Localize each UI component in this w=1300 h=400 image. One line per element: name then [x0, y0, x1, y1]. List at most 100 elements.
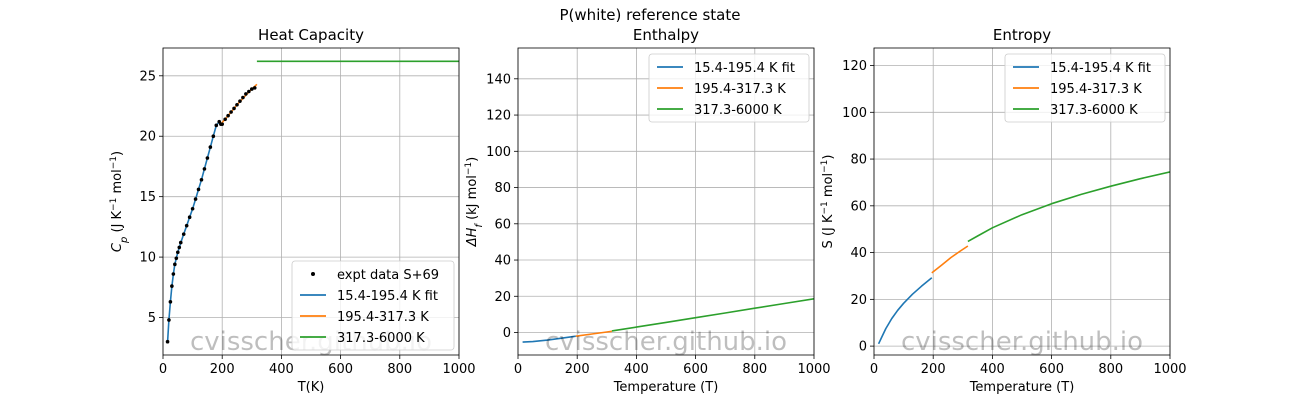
- chart-panel-2: Enthalpy 0 200 400 600 800 1000 0 20 40 60 80 100 120…: [464, 26, 831, 395]
- x-axis-label: Temperature (T): [969, 380, 1075, 395]
- data-point: [235, 103, 239, 107]
- x-tick-label: 800: [742, 362, 767, 377]
- data-point: [187, 215, 192, 220]
- y-axis-label-part: −1: [109, 198, 119, 211]
- y-axis-label-part: (J K: [110, 210, 125, 236]
- y-axis-label-part: −1: [109, 156, 119, 169]
- legend-label: expt data S+69: [337, 268, 439, 283]
- legend-marker: [311, 272, 315, 276]
- data-point: [238, 99, 242, 103]
- data-point: [190, 206, 195, 211]
- axes-frame: [517, 47, 815, 356]
- legend-label: 195.4-317.3 K: [337, 310, 429, 325]
- y-axis-label-part: −1: [464, 162, 474, 175]
- data-point: [250, 87, 254, 91]
- data-point: [241, 95, 245, 100]
- y-tick-label: 0: [503, 326, 511, 341]
- y-tick-label: 10: [139, 251, 156, 266]
- x-tick-label: 600: [683, 362, 708, 377]
- legend: 15.4-195.4 K fit 195.4-317.3 K 317.3-6000 …: [648, 53, 810, 123]
- x-tick-label: 800: [387, 362, 412, 377]
- data-point: [252, 86, 257, 90]
- legend-label: 195.4-317.3 K: [1050, 82, 1142, 97]
- series-line: [522, 335, 576, 343]
- y-axis-label-part: ): [821, 155, 836, 160]
- y-axis-label: Cp (J K−1 mol−1): [109, 151, 130, 252]
- x-tick-label: 600: [1039, 362, 1064, 377]
- data-point: [178, 240, 183, 245]
- y-axis-label-part: mol: [110, 169, 125, 197]
- data-point: [165, 339, 170, 344]
- data-point: [244, 92, 248, 96]
- data-point: [202, 167, 207, 171]
- x-axis-label: Temperature (T): [613, 380, 719, 395]
- chart-title: Entropy: [993, 26, 1051, 44]
- legend-label: 317.3-6000 K: [337, 331, 425, 346]
- legend-label: 15.4-195.4 K fit: [694, 61, 795, 76]
- y-tick-label: 40: [850, 246, 867, 261]
- legend-label: 317.3-6000 K: [1050, 103, 1138, 118]
- watermark: cvisscher.github.io: [545, 327, 787, 357]
- series-line: [575, 330, 613, 337]
- y-axis-label-part: ): [110, 151, 125, 156]
- y-axis-label-part: f: [474, 223, 485, 228]
- legend-label: 15.4-195.4 K fit: [1050, 61, 1151, 76]
- data-point: [176, 250, 180, 255]
- y-tick-label: 100: [842, 106, 867, 121]
- data-point: [232, 106, 236, 111]
- x-tick-label: 200: [921, 362, 946, 377]
- y-tick-label: 60: [494, 217, 511, 232]
- data-point: [220, 122, 224, 126]
- legend-box: [1004, 53, 1166, 123]
- x-tick-label: 400: [269, 362, 294, 377]
- y-tick-label: 120: [842, 59, 867, 74]
- y-tick-label: 5: [148, 311, 156, 326]
- y-axis-label-part: ): [465, 157, 480, 162]
- legend-box: [648, 53, 810, 123]
- y-axis-label-part: C: [110, 242, 125, 252]
- y-axis-label-part: p: [119, 237, 130, 244]
- y-axis-label: ΔHf (kJ mol−1): [464, 157, 485, 248]
- y-tick-label: 20: [850, 293, 867, 308]
- x-tick-label: 1000: [1153, 362, 1186, 377]
- x-tick-label: 200: [210, 362, 235, 377]
- x-tick-label: 800: [1098, 362, 1123, 377]
- chart-title: Heat Capacity: [258, 26, 364, 44]
- data-point: [168, 300, 173, 304]
- y-tick-label: 80: [494, 181, 511, 196]
- y-tick-label: 20: [139, 130, 156, 145]
- data-point: [229, 110, 233, 114]
- series-line: [611, 298, 814, 332]
- data-point: [214, 123, 219, 128]
- data-point: [199, 177, 204, 182]
- x-tick-label: 200: [565, 362, 590, 377]
- data-point: [170, 284, 174, 288]
- x-tick-label: 0: [159, 362, 167, 377]
- chart-panel-1: Heat Capacity 0 200 400 600 800 1000 5 10 15 20 25 T…: [109, 26, 476, 395]
- y-axis-label: S (J K−1 mol−1): [820, 155, 836, 249]
- chart-panel-3: Entropy 0 200 400 600 800 1000 0 20 40 60 80 100 120 T…: [820, 26, 1187, 395]
- y-tick-label: 80: [850, 153, 867, 168]
- series-line: [166, 120, 222, 342]
- data-point: [208, 145, 213, 149]
- legend: expt data S+69 15.4-195.4 K fit 195.4-317.…: [291, 260, 455, 351]
- series-line: [967, 171, 1170, 243]
- watermark: cvisscher.github.io: [901, 327, 1143, 357]
- y-tick-label: 20: [494, 290, 511, 305]
- data-point: [167, 318, 171, 322]
- data-point: [177, 245, 182, 250]
- x-tick-label: 600: [328, 362, 353, 377]
- legend: 15.4-195.4 K fit 195.4-317.3 K 317.3-6000 …: [1004, 53, 1166, 123]
- data-point: [196, 187, 201, 192]
- data-point: [174, 256, 179, 261]
- legend-label: 15.4-195.4 K fit: [337, 289, 438, 304]
- data-point: [193, 197, 198, 201]
- x-tick-label: 400: [980, 362, 1005, 377]
- axes-frame: [873, 47, 1171, 356]
- y-tick-label: 100: [486, 145, 511, 160]
- plot-data: [522, 298, 814, 343]
- x-tick-label: 0: [870, 362, 878, 377]
- data-point: [173, 262, 177, 267]
- y-tick-label: 120: [486, 109, 511, 124]
